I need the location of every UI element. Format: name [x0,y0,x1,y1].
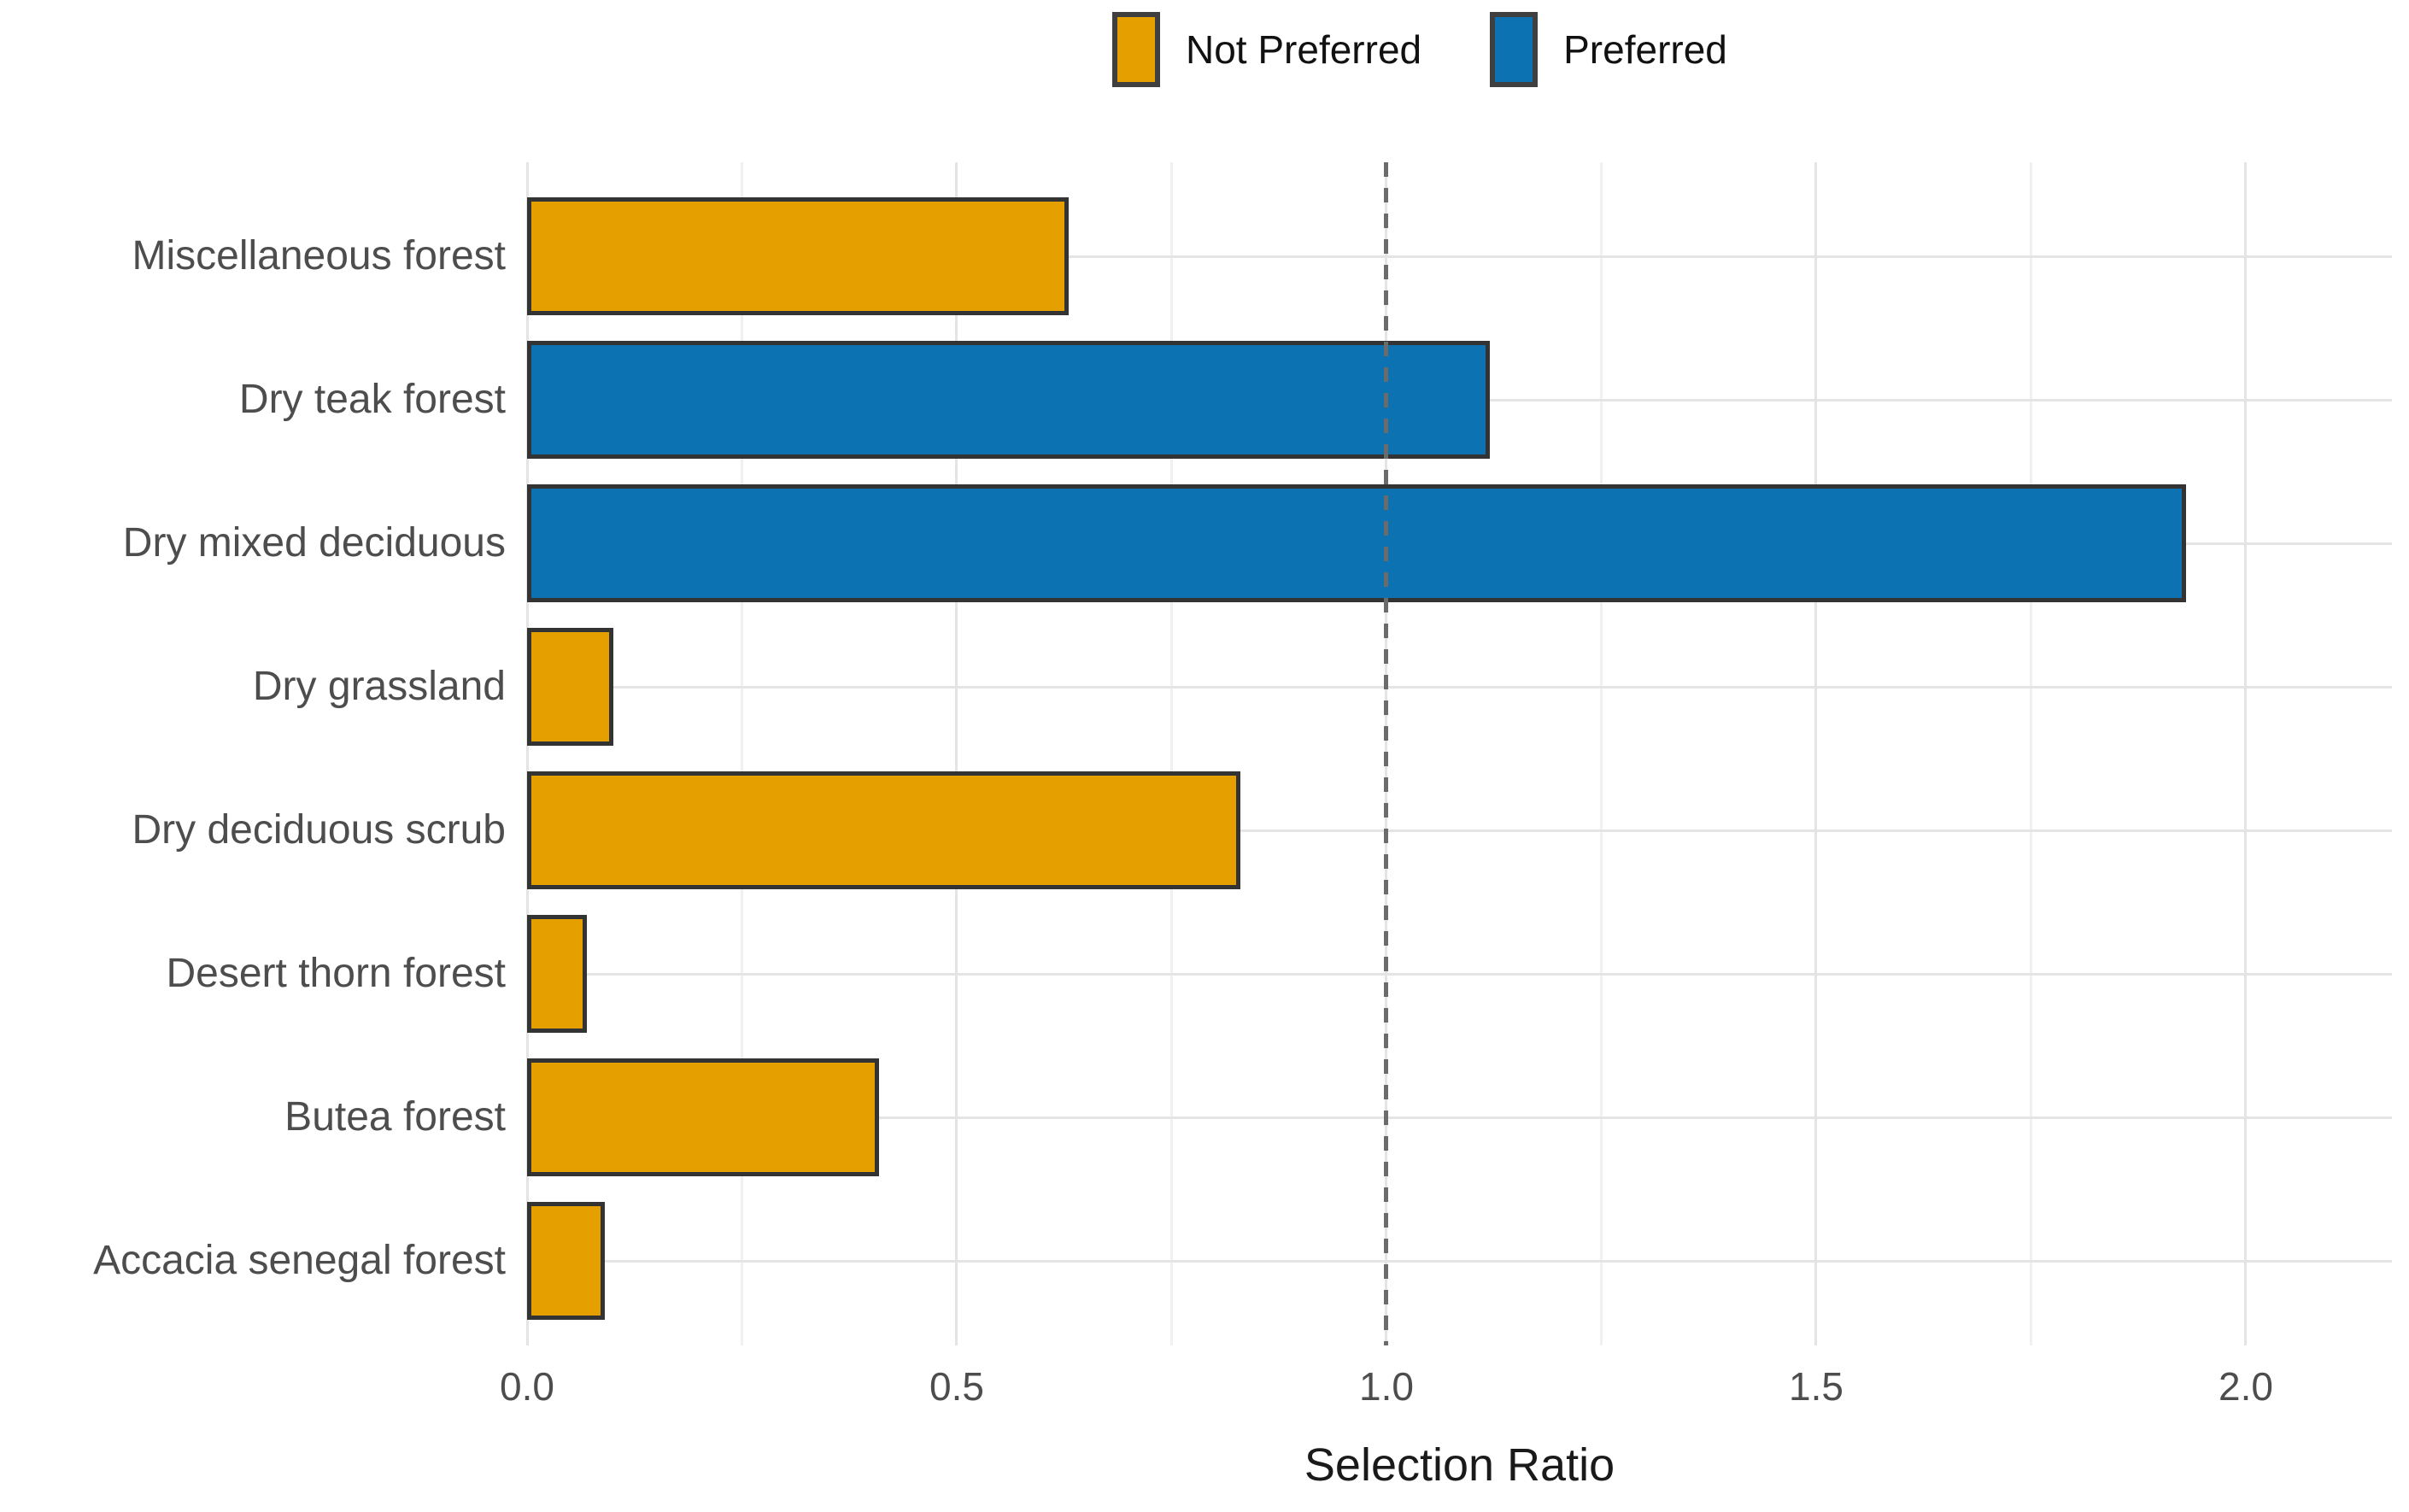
legend-item-label: Preferred [1563,27,1727,72]
gridline-minor-x [1599,162,1603,1345]
gridline-y [527,685,2392,689]
legend-item: Not Preferred [1112,12,1421,87]
gridline-major-x [2244,162,2248,1345]
bar [527,484,2186,602]
x-tick-label: 2.0 [2218,1364,2273,1409]
category-label: Miscellaneous forest [132,233,506,278]
bar [527,915,588,1033]
gridline-y [527,1259,2392,1263]
x-axis-title: Selection Ratio [1304,1439,1615,1491]
legend-swatch [1490,12,1539,87]
bar [527,771,1240,889]
gridline-minor-x [1169,162,1173,1345]
gridline-major-x [955,162,958,1345]
category-label: Desert thorn forest [166,951,507,996]
gridline-y [527,1116,2392,1119]
bar [527,1058,880,1176]
x-tick-label: 1.0 [1359,1364,1414,1409]
category-label: Dry grassland [252,664,506,709]
category-label: Dry mixed deciduous [122,520,506,566]
reference-line [1384,162,1389,1345]
legend-item: Preferred [1490,12,1727,87]
gridline-y [527,255,2392,258]
x-tick-label: 0.5 [929,1364,984,1409]
category-label: Dry teak forest [238,377,506,422]
bar [527,628,613,746]
plot-panel [525,162,2392,1345]
bar [527,1202,605,1320]
legend-swatch [1112,12,1160,87]
gridline-major-x [1814,162,1818,1345]
category-label: Dry deciduous scrub [132,807,506,853]
gridline-major-x [525,162,529,1345]
x-tick-label: 1.5 [1789,1364,1843,1409]
legend: Not Preferred Preferred [1112,12,1727,87]
x-tick-label: 0.0 [500,1364,554,1409]
gridline-minor-x [740,162,743,1345]
legend-item-label: Not Preferred [1186,27,1422,72]
category-label: Accacia senegal forest [93,1238,506,1283]
bar [527,197,1069,315]
gridline-y [527,972,2392,976]
category-label: Butea forest [284,1094,506,1140]
gridline-minor-x [2029,162,2032,1345]
bar [527,341,1490,459]
gridline-y [527,829,2392,832]
